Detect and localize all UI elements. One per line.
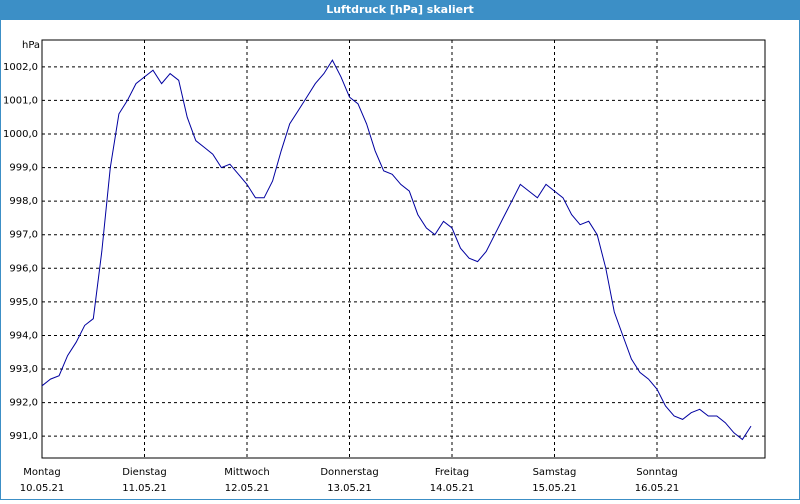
y-tick-label: 994,0 bbox=[9, 330, 38, 341]
y-tick-label: 1000,0 bbox=[3, 129, 38, 140]
x-tick-date: 16.05.21 bbox=[635, 483, 680, 494]
plot-area bbox=[41, 39, 766, 459]
y-tick-label: 997,0 bbox=[9, 230, 38, 241]
x-tick-date: 14.05.21 bbox=[430, 483, 475, 494]
y-unit: hPa bbox=[22, 40, 40, 51]
x-tick-label: Dienstag bbox=[122, 467, 167, 478]
y-tick-label: 991,0 bbox=[9, 431, 38, 442]
y-tick-label: 1001,0 bbox=[3, 95, 38, 106]
title-bar bbox=[0, 0, 800, 20]
chart-title: Luftdruck [hPa] skaliert bbox=[326, 3, 474, 16]
y-tick-label: 993,0 bbox=[9, 364, 38, 375]
x-tick-label: Samstag bbox=[533, 467, 577, 478]
x-tick-date: 15.05.21 bbox=[532, 483, 577, 494]
y-tick-label: 992,0 bbox=[9, 398, 38, 409]
x-tick-label: Sonntag bbox=[636, 467, 678, 478]
x-tick-label: Freitag bbox=[435, 467, 469, 478]
y-tick-label: 1002,0 bbox=[3, 62, 38, 73]
x-tick-date: 13.05.21 bbox=[327, 483, 372, 494]
x-tick-label: Donnerstag bbox=[320, 467, 378, 478]
y-tick-label: 996,0 bbox=[9, 263, 38, 274]
x-tick-date: 12.05.21 bbox=[225, 483, 270, 494]
x-tick-date: 11.05.21 bbox=[122, 483, 167, 494]
x-tick-label: Mittwoch bbox=[224, 467, 269, 478]
y-tick-label: 995,0 bbox=[9, 297, 38, 308]
line bbox=[41, 59, 752, 441]
y-tick-label: 999,0 bbox=[9, 163, 38, 174]
y-tick-label: 998,0 bbox=[9, 196, 38, 207]
x-tick-label: Montag bbox=[23, 467, 60, 478]
x-tick-date: 10.05.21 bbox=[20, 483, 65, 494]
